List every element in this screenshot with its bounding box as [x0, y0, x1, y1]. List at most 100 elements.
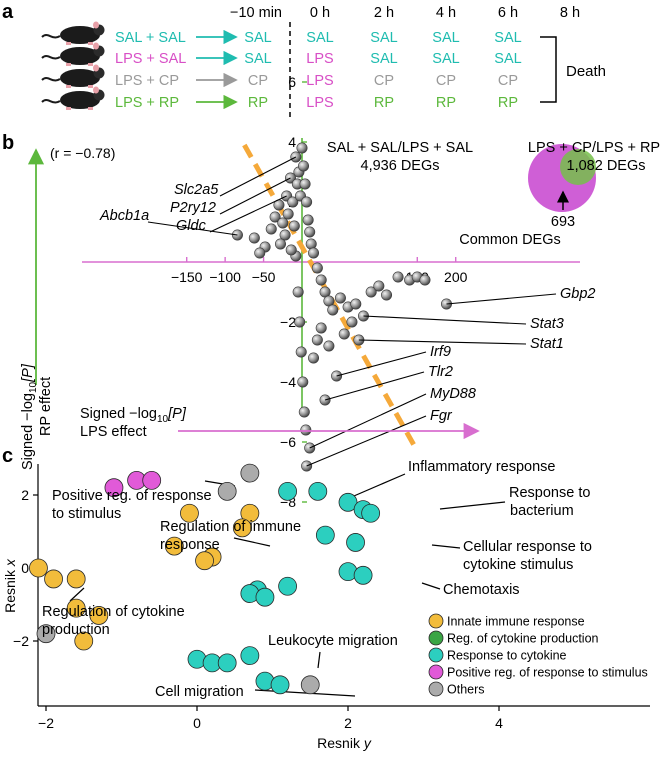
go-annotation: production	[42, 622, 110, 638]
go-term-point	[36, 624, 56, 644]
legend-swatch	[428, 647, 444, 663]
time-header: −10 min	[230, 5, 282, 21]
go-term-point	[300, 675, 320, 695]
annotation-leader	[254, 689, 356, 697]
legend-swatch	[428, 664, 444, 680]
gene-point	[297, 376, 309, 388]
treatment-row: SAL + SAL SAL SAL SAL SAL SAL	[41, 21, 522, 46]
timepoint-cell: SAL	[306, 30, 333, 46]
treatment-row: LPS + RP RP LPS RP RP RP	[41, 86, 518, 111]
c-ylabel-word: Resnik	[2, 566, 18, 613]
go-annotation: Cellular response to	[463, 539, 592, 555]
legend-label: Others	[447, 683, 485, 697]
x-tick-label: 200	[444, 269, 468, 285]
gene-point	[334, 292, 346, 304]
gene-point	[298, 406, 310, 418]
venn-rp-circle	[560, 149, 596, 185]
gene-leader	[209, 195, 287, 233]
gene-leader	[309, 393, 427, 449]
y-tick-label: −6	[280, 434, 296, 450]
gene-point	[338, 328, 350, 340]
go-term-point	[278, 481, 298, 501]
treatment-rows: SAL + SAL SAL SAL SAL SAL SAL LPS + SAL SAL LPS S…	[41, 21, 522, 111]
gene-point	[373, 280, 385, 292]
c-legend: Innate immune response Reg. of cytokine p…	[428, 613, 648, 697]
gene-point	[292, 286, 304, 298]
timepoint-cell: SAL	[432, 30, 459, 46]
go-term-point	[180, 503, 199, 523]
go-term-point	[66, 569, 86, 589]
legend-label: Response to cytokine	[447, 649, 567, 663]
gene-point	[327, 304, 339, 316]
c-annotations: Positive reg. of response to stimulus Infl…	[42, 459, 592, 700]
gene-leader	[219, 177, 291, 215]
gene-point	[305, 238, 317, 250]
legend-label: Reg. of cytokine production	[447, 632, 599, 646]
y-axis-title-effect: RP effect	[38, 377, 54, 436]
time-headers: −10 min 0 h 2 h 4 h 6 h 8 h	[230, 5, 580, 21]
go-annotation: response	[160, 537, 220, 553]
y-tick-label: −4	[280, 374, 296, 390]
mouse-foot	[88, 63, 93, 66]
gene-leader	[324, 371, 425, 401]
pretreat-label: SAL	[244, 30, 271, 46]
x-axis-title-signed: Signed −log10[P]	[80, 406, 187, 425]
gene-point	[265, 223, 277, 235]
treatment-label: LPS + RP	[115, 95, 179, 111]
mouse-icon	[41, 86, 105, 110]
gene-point	[315, 274, 327, 286]
y-signed-prefix: Signed −log	[20, 393, 36, 470]
venn-right-title-2: 1,082 DEGs	[567, 158, 646, 174]
gene-point	[315, 322, 327, 334]
go-term-point	[270, 675, 290, 695]
treatment-row: LPS + CP CP LPS CP CP CP	[41, 64, 518, 89]
x-axis-title-effect: LPS effect	[80, 424, 147, 440]
gene-point	[298, 160, 310, 172]
pretreat-label: CP	[248, 73, 268, 89]
go-annotation: Cell migration	[155, 684, 244, 700]
c-x-axis-title: Resnik y	[317, 735, 372, 751]
correlation-label: (r = −0.78)	[50, 145, 115, 161]
timepoint-cell: SAL	[432, 51, 459, 67]
mouse-foot	[88, 42, 93, 45]
timepoint-cell: RP	[374, 95, 394, 111]
gene-point	[248, 232, 260, 244]
legend-label: Positive reg. of response to stimulus	[447, 666, 648, 680]
b-gene-labels: Slc2a5 P2ry12 Gldc Abcb1a Gbp2 Stat3 Stat1 Irf9…	[99, 156, 595, 467]
annotation-leader	[421, 582, 441, 590]
timepoint-cell: CP	[436, 73, 456, 89]
treatment-label: LPS + SAL	[115, 51, 186, 67]
x-tick-label: −150	[171, 269, 203, 285]
mouse-tail	[41, 55, 61, 60]
go-term-point	[278, 576, 298, 596]
gene-label-irf9: Irf9	[430, 344, 451, 360]
timepoint-cell: CP	[498, 73, 518, 89]
timepoint-cell: LPS	[306, 73, 333, 89]
y-signed-suffix: [P]	[20, 363, 36, 383]
go-term-point	[353, 565, 373, 585]
pretreat-label: SAL	[244, 51, 271, 67]
x-signed-prefix: Signed −log	[80, 406, 157, 422]
gene-point	[302, 214, 314, 226]
venn-left-title-1: SAL + SAL/LPS + SAL	[327, 140, 473, 156]
go-term-point	[338, 492, 358, 512]
y-tick-label: −2	[280, 314, 296, 330]
gene-point	[282, 208, 294, 220]
mouse-foot	[88, 85, 93, 88]
y-tick-label: 6	[288, 74, 296, 90]
treatment-row: LPS + SAL SAL LPS SAL SAL SAL	[41, 42, 522, 67]
timepoint-cell: CP	[374, 73, 394, 89]
mouse-ear	[93, 21, 99, 29]
y-axis-title-signed: Signed −log10[P]	[20, 363, 39, 470]
gene-point-fgr	[301, 460, 313, 472]
go-annotation: cytokine stimulus	[463, 557, 573, 573]
mouse-foot	[66, 42, 71, 45]
mouse-body	[60, 91, 100, 109]
gene-point	[346, 316, 358, 328]
treatment-label: LPS + CP	[115, 73, 179, 89]
gene-label-abcb1a: Abcb1a	[99, 208, 149, 224]
gene-label-fgr: Fgr	[430, 408, 453, 424]
go-term-point	[29, 558, 48, 578]
legend-swatch	[428, 613, 444, 629]
mouse-foot	[88, 107, 93, 110]
